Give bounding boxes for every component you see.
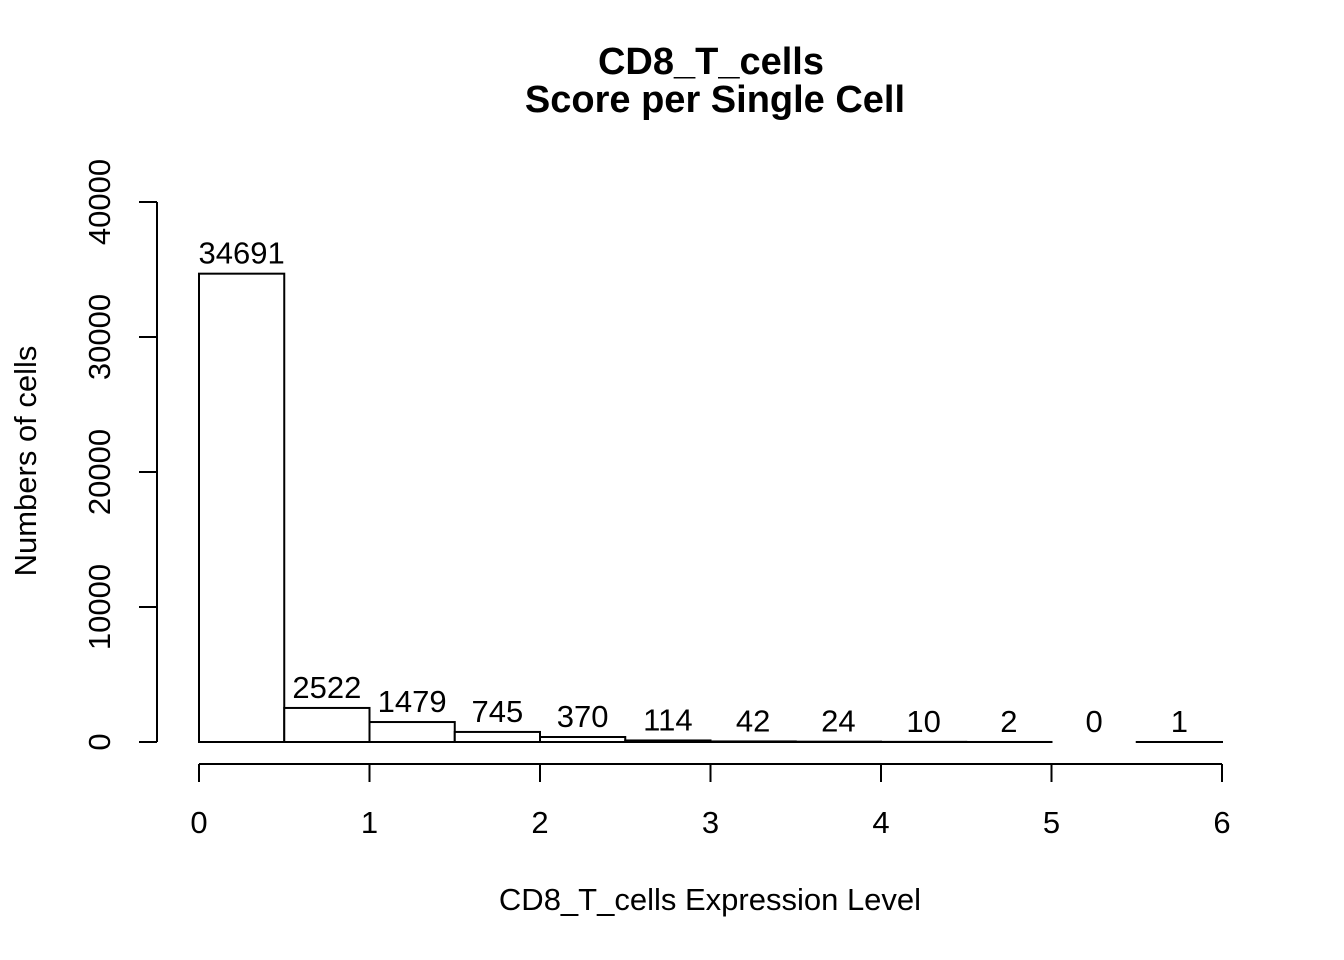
bar-value-label: 0: [1086, 704, 1103, 739]
bar-value-label: 24: [821, 704, 855, 739]
x-tick-label: 1: [361, 805, 378, 840]
bar-value-label: 114: [643, 702, 692, 737]
histogram-bar: [539, 736, 627, 744]
bar-value-label: 10: [906, 704, 940, 739]
x-tick-label: 0: [190, 805, 207, 840]
bar-value-label: 42: [736, 703, 770, 738]
y-tick-label: 30000: [82, 294, 117, 380]
chart-title: CD8_T_cells: [598, 41, 824, 83]
chart-subtitle: Score per Single Cell: [525, 79, 905, 121]
x-axis: 0 1 2 3 4 5 6: [190, 763, 1231, 840]
x-tick-label: 6: [1213, 805, 1230, 840]
bar-value-label: 2: [1000, 704, 1017, 739]
x-tick-label: 2: [531, 805, 548, 840]
histogram-bar: [283, 706, 371, 744]
x-tick-label: 4: [872, 805, 889, 840]
bar-value-label: 34691: [199, 236, 285, 271]
x-tick-label: 5: [1043, 805, 1060, 840]
x-tick-label: 3: [702, 805, 719, 840]
histogram-bar: [368, 721, 456, 744]
histogram-bar: [709, 740, 797, 743]
bars-group: [198, 272, 1223, 744]
bar-value-label: 1479: [378, 684, 447, 719]
y-axis: 0 10000 20000 30000 40000: [82, 159, 158, 751]
y-tick-label: 20000: [82, 429, 117, 515]
bar-labels-group: 34691 2522 1479 745 370 114 42 24 10 2 0 1: [199, 236, 1188, 739]
y-tick-label: 0: [82, 733, 117, 750]
y-tick-label: 10000: [82, 564, 117, 650]
x-axis-label: CD8_T_cells Expression Level: [499, 882, 921, 917]
bar-value-label: 370: [557, 699, 609, 734]
y-axis-label: Numbers of cells: [8, 346, 43, 577]
histogram-bar: [624, 739, 712, 743]
bar-value-label: 745: [472, 694, 524, 729]
histogram-bar: [198, 272, 286, 743]
histogram-bar: [453, 730, 541, 744]
bar-value-label: 2522: [292, 670, 361, 705]
y-tick-label: 40000: [82, 159, 117, 245]
bar-value-label: 1: [1171, 704, 1188, 739]
